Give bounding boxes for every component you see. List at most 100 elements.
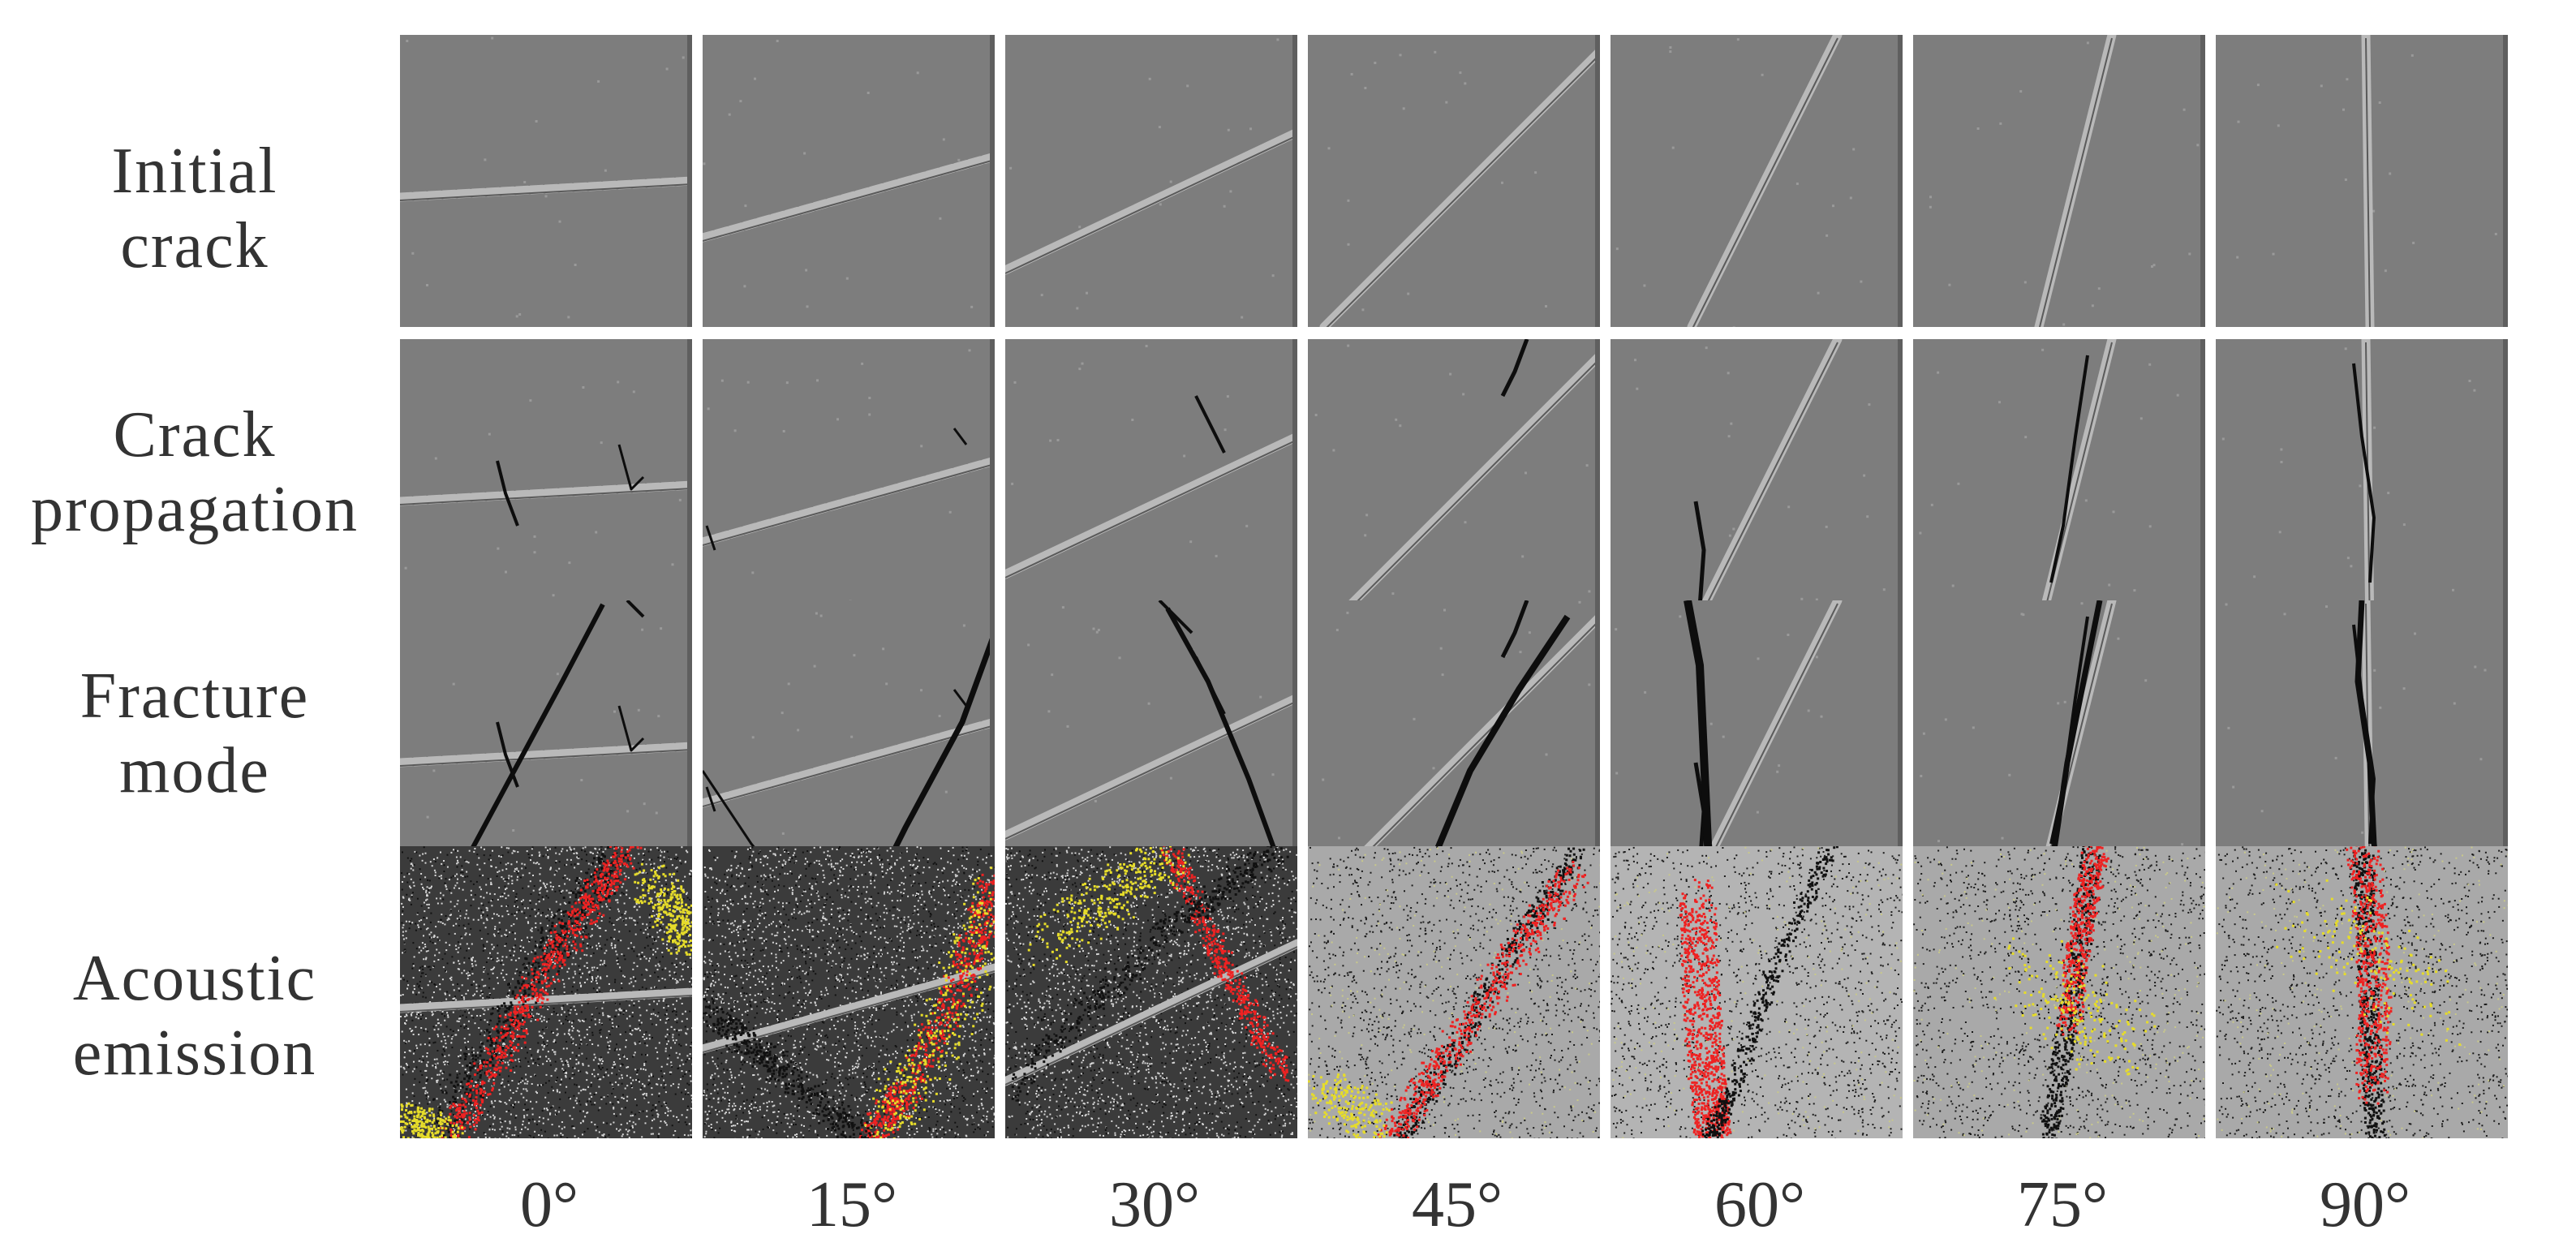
panel-graphic [703, 339, 995, 631]
panel-graphic [400, 339, 692, 631]
panel-initial-crack-90deg [2216, 35, 2508, 327]
new-crack [1165, 607, 1284, 870]
panel-graphic [1929, 35, 2205, 327]
panel-graphic [1319, 35, 1600, 327]
specimen-edge [2200, 600, 2205, 892]
speckle-noise [2216, 846, 2508, 1138]
flaw-edge [400, 995, 692, 1013]
preexisting-flaw [1005, 693, 1297, 841]
ae-event-cluster [400, 1102, 464, 1138]
speckle-noise [1314, 344, 1600, 621]
speckle-noise [1005, 846, 1297, 1138]
ae-event-cluster [1027, 846, 1190, 966]
panel-crack-propagation-15deg [703, 339, 995, 631]
panel-graphic [400, 846, 692, 1138]
preexisting-flaw [400, 987, 692, 1013]
panel-graphic [1005, 846, 1297, 1138]
speckle-noise [1009, 38, 1279, 319]
speckle-noise [1615, 615, 1903, 880]
flaw-edge [703, 159, 995, 242]
speckle-noise [707, 349, 995, 630]
preexisting-flaw [1319, 46, 1600, 327]
panel-graphic [1611, 846, 1903, 1138]
specimen-edge [1292, 600, 1297, 892]
panel-fracture-mode-75deg [1913, 600, 2205, 892]
ae-event-cluster [703, 997, 875, 1138]
panel-graphic [1913, 846, 2205, 1138]
speckle-noise [1919, 348, 2205, 615]
new-crack [1194, 395, 1226, 454]
flaw-edge [2365, 342, 2371, 631]
new-crack [1500, 339, 1529, 398]
speckle-noise [1929, 41, 2203, 326]
panel-acoustic-emission-60deg [1611, 846, 1903, 1138]
ae-event-cluster [2275, 879, 2462, 1046]
specimen-edge [1898, 35, 1903, 327]
specimen-edge [2503, 339, 2508, 631]
row-label-fracture-mode: Fracture mode [0, 659, 389, 808]
panel-initial-crack-60deg [1611, 35, 1903, 327]
panel-graphic [1920, 600, 2205, 892]
specimen-edge [1292, 339, 1297, 631]
panel-acoustic-emission-0deg [400, 846, 692, 1138]
col-label-30: 30° [1005, 1168, 1304, 1241]
panel-initial-crack-0deg [400, 35, 692, 327]
row-label-acoustic-emission: Acoustic emission [0, 941, 389, 1090]
preexisting-flaw [1319, 350, 1600, 631]
preexisting-flaw [1005, 432, 1297, 579]
ae-event-cluster [1308, 1073, 1393, 1138]
panel-graphic [1005, 339, 1297, 631]
specimen-edge [1595, 600, 1600, 892]
specimen-edge [2503, 35, 2508, 327]
specimen-edge [687, 600, 692, 892]
panel-acoustic-emission-15deg [703, 846, 995, 1138]
speckle-noise [1011, 345, 1297, 621]
panel-fracture-mode-30deg [1005, 600, 1297, 892]
specimen-edge [1595, 339, 1600, 631]
panel-fracture-mode-60deg [1611, 600, 1903, 892]
flaw-edge [1005, 946, 1297, 1086]
preexisting-flaw [1005, 939, 1297, 1086]
new-crack [953, 428, 968, 445]
preexisting-flaw [703, 456, 995, 547]
speckle-noise [1612, 846, 1903, 1138]
panel-graphic [703, 846, 995, 1138]
col-label-60: 60° [1611, 1168, 1909, 1241]
ae-event-cluster [1993, 937, 2157, 1076]
row-label-initial-crack: Initial crack [0, 134, 389, 283]
flaw-edge [1005, 135, 1297, 274]
panel-graphic [1615, 35, 1903, 327]
ae-event-cluster [2056, 846, 2109, 1036]
speckle-noise [1611, 846, 1903, 1138]
new-crack [617, 444, 645, 491]
panel-graphic [1005, 600, 1297, 892]
new-crack [496, 460, 519, 527]
flaw-edge [2038, 342, 2113, 631]
new-crack [1158, 600, 1193, 634]
panel-acoustic-emission-45deg [1308, 846, 1600, 1138]
panel-initial-crack-45deg [1308, 35, 1600, 327]
flaw-edge [2365, 37, 2371, 327]
ae-event-cluster [864, 867, 995, 1138]
speckle-noise [703, 40, 995, 308]
panel-crack-propagation-45deg [1308, 339, 1600, 631]
specimen-edge [990, 600, 995, 892]
ae-event-cluster [1377, 861, 1589, 1138]
col-label-90: 90° [2216, 1168, 2514, 1241]
speckle-noise [1005, 847, 1297, 1138]
flaw-edge [703, 970, 995, 1053]
specimen-edge [687, 339, 692, 631]
flaw-edge [703, 463, 995, 546]
panel-fracture-mode-45deg [1308, 600, 1600, 892]
specimen-edge [1595, 35, 1600, 327]
panel-graphic [703, 35, 995, 327]
panel-initial-crack-30deg [1005, 35, 1297, 327]
specimen-edge [2503, 600, 2508, 892]
flaw-edge [400, 488, 692, 505]
flaw-edge [2038, 37, 2113, 327]
specimen-edge [1898, 339, 1903, 631]
ae-event-cluster [858, 873, 995, 1138]
speckle-noise [404, 381, 682, 613]
speckle-noise [1308, 846, 1600, 1138]
